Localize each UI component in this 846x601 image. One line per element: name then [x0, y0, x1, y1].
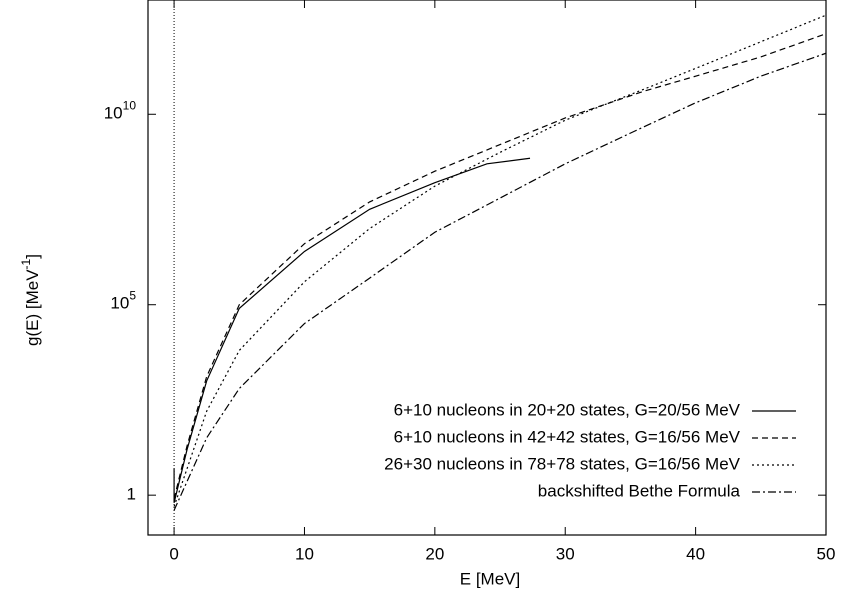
legend-label: 26+30 nucleons in 78+78 states, G=16/56 …	[384, 454, 740, 473]
x-tick-label: 0	[169, 544, 178, 563]
y-tick-base: 10	[110, 294, 129, 313]
y-axis-label: g(E) [MeV-1]	[19, 254, 42, 346]
y-tick-label: 1	[127, 485, 136, 504]
y-axis-label-text: g(E) [MeV	[23, 269, 42, 346]
x-tick-label: 50	[817, 544, 836, 563]
x-tick-label: 10	[295, 544, 314, 563]
y-tick-exponent: 5	[129, 289, 136, 303]
plot-frame	[147, 0, 827, 536]
y-tick-base: 10	[104, 104, 123, 123]
x-tick-label: 40	[686, 544, 705, 563]
legend-label: 6+10 nucleons in 20+20 states, G=20/56 M…	[394, 400, 741, 419]
x-tick-label: 30	[556, 544, 575, 563]
x-axis-label: E [MeV]	[460, 569, 520, 588]
legend-label: backshifted Bethe Formula	[538, 481, 741, 500]
legend-label: 6+10 nucleons in 42+42 states, G=16/56 M…	[394, 427, 741, 446]
y-axis-label-close: ]	[23, 254, 42, 259]
y-tick-label: 1010	[104, 98, 137, 122]
series-line	[173, 52, 827, 511]
y-axis-label-sup: -1	[19, 258, 33, 269]
series-line	[173, 33, 827, 500]
y-tick-exponent: 10	[123, 98, 137, 112]
x-tick-label: 20	[425, 544, 444, 563]
y-tick-label: 105	[110, 289, 136, 313]
